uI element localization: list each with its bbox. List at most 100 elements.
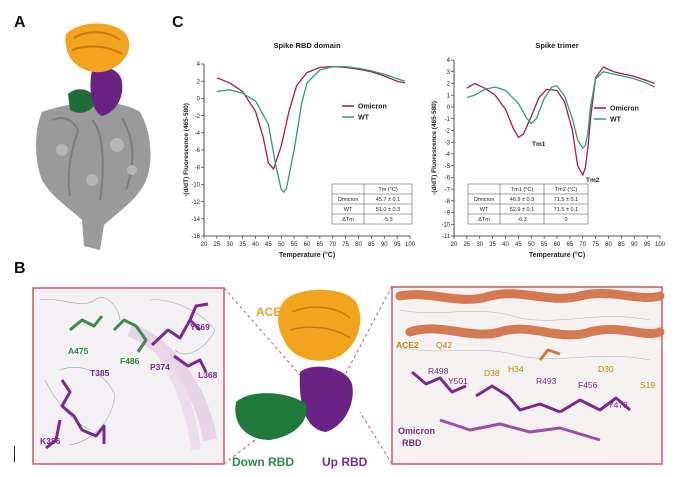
tm-table-cell: 45.7 ± 0.1	[376, 197, 400, 203]
label-a475: A475	[68, 346, 89, 356]
left-margin-mark	[14, 446, 15, 462]
tm-table-header-cell: Tm (°C)	[378, 187, 397, 193]
y-tick-label: -2	[445, 129, 451, 135]
y-tick-label: -10	[441, 222, 450, 228]
x-tick-label: 80	[605, 242, 612, 248]
label-y501: Y501	[448, 376, 468, 386]
label-t385: T385	[90, 368, 110, 378]
down-rbd-density	[68, 89, 96, 113]
annotation-tm2: Tm2	[586, 177, 600, 184]
x-tick-label: 40	[502, 242, 509, 248]
y-tick-label: -6	[445, 176, 451, 182]
label-d38: D38	[484, 368, 500, 378]
tm-table-cell: ΔTm	[342, 217, 354, 223]
tm-table-cell: 46.9 ± 0.3	[510, 197, 534, 203]
tm-table-cell: 51.0 ± 0.3	[376, 207, 400, 213]
panel-b-letter: B	[14, 260, 26, 277]
series-line-omicron	[466, 66, 656, 177]
right-residues	[411, 348, 631, 442]
x-tick-label: 80	[355, 242, 362, 248]
x-tick-label: 30	[476, 242, 483, 248]
x-tick-label: 20	[451, 242, 458, 248]
panel-b-figure: A475 F486 Y369 P374 L368 T385 K386 ACE2 …	[32, 285, 665, 469]
label-s19: S19	[640, 380, 655, 390]
x-tick-label: 75	[592, 242, 599, 248]
center-up-rbd-density	[299, 366, 353, 432]
label-d30: D30	[598, 364, 614, 374]
label-omicron-rbd-line2: RBD	[402, 438, 422, 448]
label-ace2-right: ACE2	[396, 340, 419, 350]
label-omicron-rbd-line1: Omicron	[398, 426, 435, 436]
tm-table-header-cell: Tm2 (°C)	[555, 187, 578, 193]
y-tick-label: 1	[447, 93, 451, 99]
y-tick-label: -5	[445, 164, 451, 170]
chart-title: Spike trimer	[535, 41, 578, 50]
x-tick-label: 45	[515, 242, 522, 248]
y-tick-label: 2	[197, 79, 201, 85]
y-tick-label: -6	[195, 148, 201, 154]
y-axis-label: -(d/dT) Fluorescence (465-580)	[431, 101, 438, 195]
y-tick-label: -7	[445, 187, 451, 193]
annotation-tm1: Tm1	[532, 141, 546, 148]
y-tick-label: 0	[197, 97, 201, 103]
spike-trimer-body	[36, 102, 151, 250]
x-tick-label: 55	[541, 242, 548, 248]
y-tick-label: -4	[195, 131, 201, 137]
series-line-wt	[216, 65, 406, 194]
y-tick-label: 2	[447, 82, 451, 88]
legend-label-wt: WT	[358, 115, 370, 122]
tm-table-cell: Omicron	[338, 197, 359, 203]
x-tick-label: 95	[644, 242, 651, 248]
x-tick-label: 50	[528, 242, 535, 248]
legend-label-wt: WT	[610, 117, 622, 124]
y-axis-label: -(d/dT) Fluorescence (465-580)	[183, 103, 190, 197]
x-tick-label: 45	[265, 242, 272, 248]
x-axis-label: Temperature (°C)	[529, 251, 585, 259]
ace2-density	[65, 23, 130, 73]
y-tick-label: -8	[195, 165, 201, 171]
x-tick-label: 60	[304, 242, 311, 248]
y-tick-label: -4	[445, 152, 451, 158]
x-tick-label: 60	[554, 242, 561, 248]
x-tick-label: 35	[489, 242, 496, 248]
label-l368: L368	[198, 370, 218, 380]
chart-title: Spike RBD domain	[273, 41, 341, 50]
tm-table-cell: 71.5 ± 0.1	[554, 207, 578, 213]
label-f456: F456	[578, 380, 598, 390]
y-tick-label: -1	[445, 117, 451, 123]
x-tick-label: 70	[579, 242, 586, 248]
label-up-rbd: Up RBD	[322, 455, 368, 469]
label-r493: R493	[536, 376, 557, 386]
x-tick-label: 50	[278, 242, 285, 248]
tm-table-cell: -5.3	[383, 217, 392, 223]
tm-table-cell: WT	[480, 207, 489, 213]
y-tick-label: -12	[191, 200, 200, 206]
label-y473: Y473	[608, 400, 628, 410]
tm-table-cell: WT	[344, 207, 353, 213]
center-ace2-density	[278, 289, 361, 361]
tm-table-header-cell: Tm1 (°C)	[511, 187, 534, 193]
panel-a-letter: A	[14, 14, 26, 31]
x-axis-label: Temperature (°C)	[279, 251, 335, 259]
x-tick-label: 85	[368, 242, 375, 248]
x-tick-label: 35	[239, 242, 246, 248]
x-tick-label: 65	[567, 242, 574, 248]
x-tick-label: 95	[394, 242, 401, 248]
x-tick-label: 75	[342, 242, 349, 248]
series-line-omicron	[216, 65, 405, 171]
x-tick-label: 30	[226, 242, 233, 248]
x-tick-label: 70	[329, 242, 336, 248]
label-down-rbd: Down RBD	[232, 455, 294, 469]
label-h34: H34	[508, 364, 524, 374]
chart-spike-trimer: Spike trimer 4 3 2 1 0 -1 -2 -3 -4 -5 -6 -7 -8 -9 -10 -1…	[431, 41, 666, 259]
y-tick-label: -10	[191, 183, 200, 189]
y-tick-label: 3	[447, 70, 451, 76]
y-tick-label: -16	[191, 234, 200, 240]
legend-label-omicron: Omicron	[358, 104, 387, 111]
x-tick-label: 100	[405, 242, 416, 248]
label-k386: K386	[40, 436, 61, 446]
label-f486: F486	[120, 356, 140, 366]
legend-label-omicron: Omicron	[610, 106, 639, 113]
label-r498: R498	[428, 366, 449, 376]
x-tick-label: 25	[214, 242, 221, 248]
